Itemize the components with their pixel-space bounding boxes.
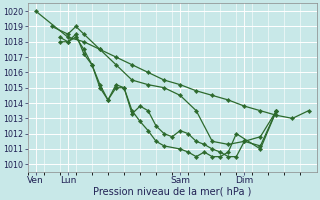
X-axis label: Pression niveau de la mer( hPa ): Pression niveau de la mer( hPa ) (93, 187, 251, 197)
